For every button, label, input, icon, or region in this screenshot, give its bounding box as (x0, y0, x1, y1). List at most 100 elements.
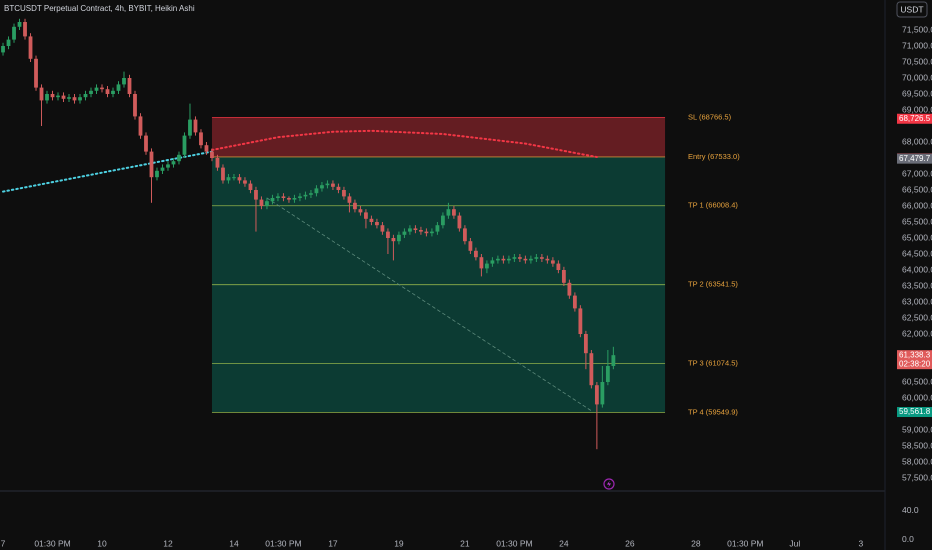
candle-body (550, 260, 555, 264)
level-label: Entry (67533.0) (688, 152, 740, 161)
currency-label[interactable]: USDT (900, 4, 923, 14)
candle-body (122, 78, 126, 85)
candle-body (171, 161, 176, 165)
candle-body (358, 209, 363, 213)
candle-body (259, 199, 264, 206)
price-badge (897, 153, 932, 164)
x-tick-label: 19 (394, 538, 404, 548)
candle-body (364, 212, 368, 219)
candle-body (243, 180, 247, 184)
y-tick-label: 62,000.0 (902, 328, 932, 338)
candle-body (611, 355, 616, 366)
chart-title: BTCUSDT Perpetual Contract, 4h, BYBIT, H… (4, 4, 195, 13)
candle-body (408, 228, 412, 232)
price-badge-label: 67,479.7 (899, 154, 931, 163)
candle-body (199, 132, 203, 146)
y-tick-label: 64,000.0 (902, 264, 932, 274)
candle-body (353, 202, 357, 210)
y-tick-label: 65,500.0 (902, 216, 932, 226)
candle-body (133, 94, 137, 117)
candle-body (265, 201, 269, 206)
indicator-line (210, 129, 598, 159)
candle-body (287, 198, 291, 200)
candle-body (347, 196, 352, 203)
y-tick-label: 71,500.0 (902, 24, 932, 34)
candle-body (72, 97, 77, 101)
candle-body (105, 89, 110, 94)
candle-body (567, 282, 572, 296)
alert-icon[interactable] (603, 478, 615, 490)
currency-button[interactable] (896, 1, 928, 18)
level-label: SL (68766.5) (688, 112, 732, 121)
candle-body (149, 151, 154, 178)
candle-body (254, 190, 258, 200)
candle-body (457, 215, 462, 229)
candle-body (314, 188, 319, 194)
candle-body (1, 46, 5, 53)
candle-body (221, 167, 225, 181)
candle-body (397, 234, 401, 242)
y-tick-label: 63,000.0 (902, 296, 932, 306)
candle-body (556, 263, 561, 270)
candle-body (605, 366, 610, 382)
y-tick-label: 67,000.0 (902, 168, 932, 178)
candle-body (6, 39, 11, 46)
y-tick-label: 66,000.0 (902, 200, 932, 210)
price-badge-label: 68,726.5 (899, 114, 931, 123)
candle-body (83, 94, 88, 98)
candle-body (78, 97, 82, 101)
candle-body (539, 257, 544, 259)
candle-body (12, 26, 16, 40)
candle-body (512, 257, 517, 259)
candle-body (138, 116, 143, 136)
candle-body (248, 183, 253, 190)
candle-body (23, 22, 27, 37)
candle-body (441, 215, 445, 226)
candle-body (413, 228, 418, 230)
x-tick-label: 01:30 PM (496, 538, 532, 548)
x-tick-label: 14 (229, 538, 239, 548)
candle-body (495, 258, 500, 261)
candle-body (17, 22, 22, 27)
candle-body (490, 260, 495, 264)
candle-body (193, 119, 198, 133)
candle-body (160, 167, 165, 171)
candle-body (50, 94, 55, 98)
x-tick-label: 01:30 PM (34, 538, 70, 548)
y-tick-label: 62,500.0 (902, 312, 932, 322)
x-tick-label: 01:30 PM (727, 538, 763, 548)
level-label: TP 2 (63541.5) (688, 280, 738, 289)
candle-body (424, 231, 429, 234)
y-tick-label: 66,500.0 (902, 184, 932, 194)
candle-body (402, 231, 407, 235)
candle-body (100, 87, 104, 90)
price-badge (897, 350, 932, 370)
x-tick-label: 24 (559, 538, 569, 548)
candle-body (270, 198, 275, 202)
candle-body (67, 97, 71, 99)
price-badge-countdown: 02:38:20 (899, 359, 931, 368)
candle-body (39, 87, 44, 101)
candle-body (144, 135, 148, 152)
y-tick-label: 69,500.0 (902, 88, 932, 98)
x-tick-label: 21 (460, 538, 470, 548)
y-tick-label: 64,500.0 (902, 248, 932, 258)
candle-body (380, 225, 385, 232)
candle-body (479, 257, 484, 269)
candle-body (210, 151, 214, 158)
y-tick-label: 57,500.0 (902, 472, 932, 482)
x-tick-label: 12 (163, 538, 173, 548)
candle-body (452, 209, 456, 216)
candle-body (485, 263, 489, 269)
candle-body (468, 241, 473, 251)
candle-body (528, 258, 533, 261)
price-badge (897, 113, 932, 124)
candle-body (61, 95, 66, 99)
price-badge-label: 59,561.8 (899, 407, 931, 416)
y2-tick-label: 40.0 (902, 505, 919, 515)
candle-body (292, 198, 297, 200)
candle-body (523, 258, 528, 261)
candle-body (375, 222, 379, 226)
